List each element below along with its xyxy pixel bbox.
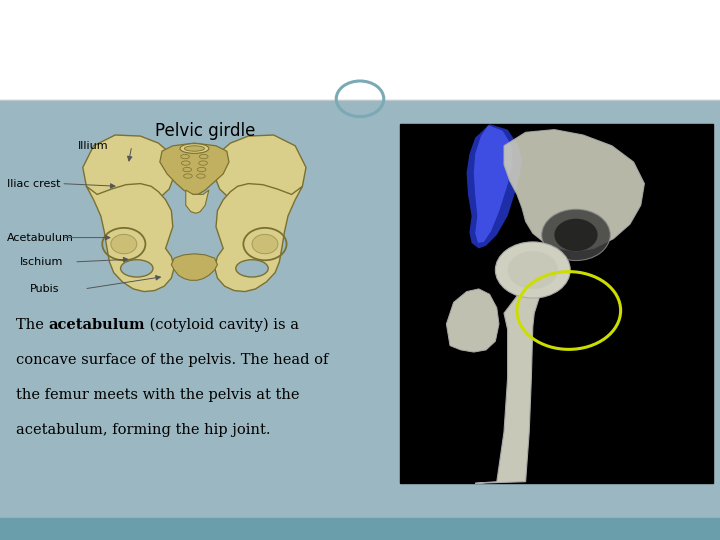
Text: the femur meets with the pelvis at the: the femur meets with the pelvis at the [16, 388, 300, 402]
Ellipse shape [183, 167, 192, 172]
Text: acetabulum: acetabulum [48, 318, 145, 332]
Ellipse shape [554, 219, 598, 251]
Text: (cotyloid cavity) is a: (cotyloid cavity) is a [145, 318, 299, 332]
Ellipse shape [236, 260, 268, 277]
Text: concave surface of the pelvis. The head of: concave surface of the pelvis. The head … [16, 353, 328, 367]
Text: Iliac crest: Iliac crest [7, 179, 60, 188]
Bar [0, 100, 720, 518]
Ellipse shape [197, 167, 206, 172]
Polygon shape [467, 124, 522, 248]
Text: Ischium: Ischium [20, 257, 63, 267]
Polygon shape [186, 190, 209, 213]
Polygon shape [475, 275, 544, 483]
Polygon shape [504, 130, 644, 251]
Bar [400, 124, 713, 483]
Polygon shape [215, 184, 302, 292]
Text: acetabulum, forming the hip joint.: acetabulum, forming the hip joint. [16, 423, 270, 437]
Bar [0, 0, 720, 100]
Ellipse shape [181, 161, 190, 165]
Text: Pubis: Pubis [30, 284, 60, 294]
Text: Illium: Illium [78, 141, 109, 151]
Ellipse shape [199, 154, 208, 159]
Ellipse shape [184, 146, 204, 151]
Polygon shape [212, 135, 306, 213]
Polygon shape [160, 143, 229, 194]
Text: Acetabulum: Acetabulum [7, 233, 74, 242]
Circle shape [495, 242, 570, 298]
Ellipse shape [184, 174, 192, 178]
Circle shape [508, 251, 558, 289]
Bar [0, 518, 720, 540]
Ellipse shape [121, 260, 153, 277]
Ellipse shape [541, 210, 611, 261]
Polygon shape [83, 135, 176, 213]
Ellipse shape [180, 144, 209, 153]
Polygon shape [446, 289, 499, 352]
Polygon shape [474, 125, 513, 243]
Polygon shape [86, 184, 174, 292]
Ellipse shape [199, 161, 207, 165]
Text: The: The [16, 318, 48, 332]
Circle shape [252, 234, 278, 254]
Ellipse shape [181, 154, 189, 159]
Text: Pelvic girdle: Pelvic girdle [155, 122, 256, 140]
Polygon shape [171, 254, 217, 280]
Ellipse shape [197, 174, 205, 178]
Circle shape [111, 234, 137, 254]
